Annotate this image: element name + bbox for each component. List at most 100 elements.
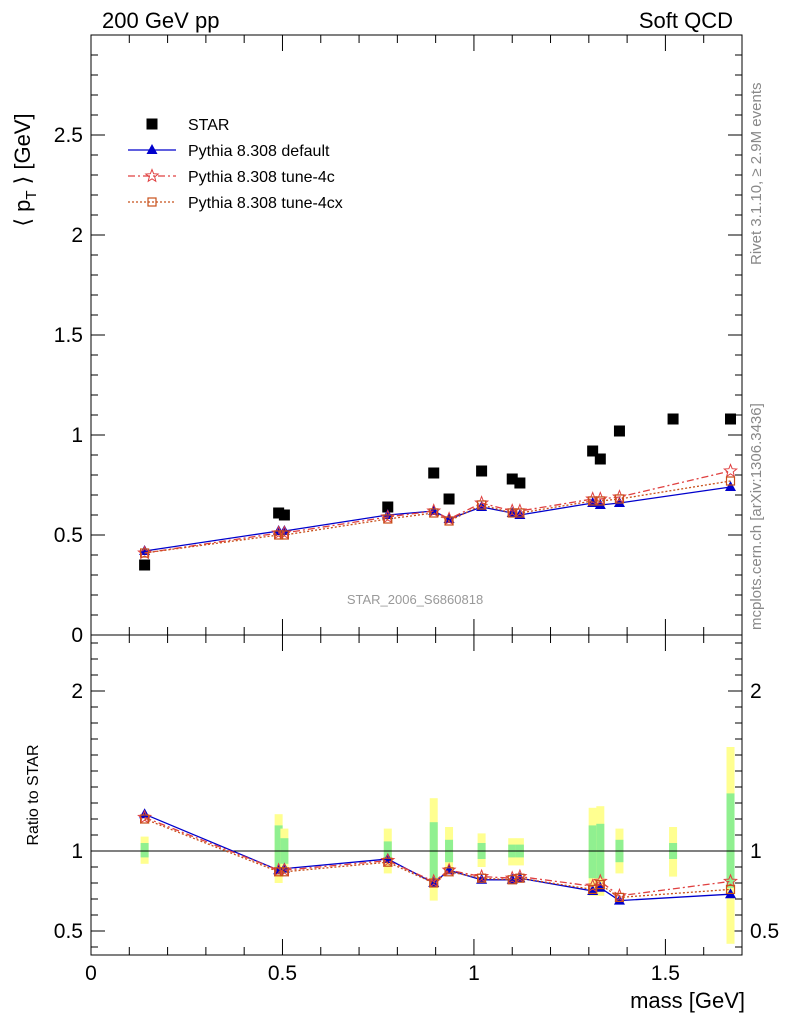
main-y-axis-title: ⟨ pT ⟩ [GeV] <box>10 113 40 226</box>
ratio-point-tune4c <box>137 809 153 824</box>
ratio-y-tick-label: 0.5 <box>54 920 83 943</box>
main-point-default <box>725 481 737 491</box>
header-left: 200 GeV pp <box>102 8 219 33</box>
main-y-tick-label: 0.5 <box>54 524 83 547</box>
x-axis-title: mass [GeV] <box>630 988 745 1013</box>
ratio-point-tune4cx <box>140 814 150 824</box>
main-point-tune4cx <box>477 500 487 510</box>
legend-marker-star <box>146 118 158 130</box>
ratio-band-inner <box>429 822 438 879</box>
legend-marker-tune4cx <box>147 197 157 207</box>
legend-label: Pythia 8.308 default <box>188 143 330 160</box>
x-tick-label: 0.5 <box>268 962 297 985</box>
star-data-point <box>587 445 599 457</box>
star-data-point <box>667 413 679 425</box>
ratio-point-default <box>613 894 625 905</box>
main-point-tune4cx <box>515 508 525 518</box>
star-data-point <box>443 493 455 505</box>
star-data-point <box>428 467 440 479</box>
ratio-point-default <box>139 808 151 819</box>
ratio-plot-frame <box>90 634 743 956</box>
main-point-tune4cx <box>274 530 284 540</box>
x-tick-label: 1 <box>468 962 480 985</box>
ratio-point-tune4c <box>723 873 738 888</box>
ratio-point-tune4cx <box>444 867 454 877</box>
legend-label: STAR <box>188 117 229 134</box>
x-tick-label: 1.5 <box>651 962 680 985</box>
ratio-y-tick-label-right: 0.5 <box>750 920 779 943</box>
main-point-tune4c <box>426 503 442 518</box>
ratio-line-tune4cx <box>144 818 731 899</box>
main-point-tune4cx <box>444 516 454 526</box>
main-line-tune4cx <box>144 480 731 554</box>
main-axis-ticks: 0 0.5 1 1.5 2 2.5 <box>54 35 743 647</box>
ratio-point-tune4c <box>612 887 627 903</box>
main-point-default <box>613 497 625 507</box>
main-y-tick-label: 1.5 <box>54 324 83 347</box>
ratio-y-tick-label: 1 <box>71 840 83 863</box>
ratio-y-tick-label: 2 <box>71 680 83 703</box>
ratio-point-default <box>594 881 606 892</box>
ratio-point-tune4cx <box>515 873 525 883</box>
rivet-label: Rivet 3.1.10, ≥ 2.9M events <box>748 83 765 266</box>
ratio-point-tune4cx <box>274 867 284 877</box>
ratio-point-tune4cx <box>588 884 598 895</box>
main-point-tune4cx <box>614 494 625 504</box>
main-series-group <box>137 413 738 571</box>
ratio-point-tune4cx <box>383 857 393 867</box>
ratio-uncertainty-bands <box>140 747 735 944</box>
main-point-tune4cx <box>279 530 289 540</box>
main-line-tune4c <box>144 470 731 554</box>
main-point-tune4c <box>441 511 457 526</box>
star-data-point <box>476 465 488 477</box>
ratio-band-inner <box>726 793 735 888</box>
legend-marker-tune4c <box>144 168 160 183</box>
star-data-point <box>139 559 151 571</box>
star-data-point <box>506 473 518 485</box>
ratio-point-tune4cx <box>614 892 625 903</box>
main-point-tune4cx <box>429 508 439 518</box>
legend-label: Pythia 8.308 tune-4c <box>188 169 335 186</box>
ratio-series-group <box>137 808 738 905</box>
star-data-point <box>514 477 526 489</box>
main-point-default <box>594 499 606 509</box>
header-right: Soft QCD <box>639 8 733 33</box>
x-tick-label: 0 <box>85 962 97 985</box>
main-point-tune4c <box>137 545 153 560</box>
main-point-default <box>382 509 394 519</box>
ratio-point-tune4c <box>512 868 528 884</box>
main-point-tune4c <box>723 463 738 478</box>
legend: STAR Pythia 8.308 default Pythia 8.308 tun… <box>128 117 343 212</box>
star-data-point <box>278 509 290 521</box>
main-y-tick-label: 2.5 <box>54 124 83 147</box>
ratio-band-inner <box>274 825 283 874</box>
ratio-band-inner <box>140 843 149 858</box>
main-point-default <box>506 507 518 517</box>
ratio-point-tune4cx <box>595 879 605 890</box>
main-y-tick-label: 2 <box>71 224 83 247</box>
ratio-point-tune4c <box>380 852 396 868</box>
ratio-y-axis-title: Ratio to STAR <box>25 744 42 845</box>
star-data-point <box>273 507 285 519</box>
ratio-band-inner <box>588 825 597 879</box>
main-point-tune4c <box>612 489 627 504</box>
ratio-point-tune4c <box>426 873 442 888</box>
star-data-point <box>382 501 394 513</box>
ratio-y-tick-label-right: 2 <box>750 680 762 703</box>
star-data-point <box>725 413 737 425</box>
legend-label: Pythia 8.308 tune-4cx <box>188 195 343 212</box>
legend-marker-default <box>146 144 158 154</box>
ratio-point-tune4cx <box>429 878 439 888</box>
ratio-point-tune4cx <box>279 867 289 877</box>
ratio-point-tune4c <box>474 868 490 884</box>
main-point-tune4cx <box>725 476 736 486</box>
main-point-tune4cx <box>595 496 605 506</box>
analysis-watermark: STAR_2006_S6860818 <box>347 592 483 607</box>
mcplots-label: mcplots.cern.ch [arXiv:1306.3436] <box>748 403 765 630</box>
main-point-tune4c <box>474 495 490 510</box>
ratio-line-tune4c <box>144 816 731 897</box>
star-data-point <box>613 425 625 437</box>
ratio-point-tune4cx <box>477 873 487 883</box>
ratio-point-tune4cx <box>725 884 736 895</box>
